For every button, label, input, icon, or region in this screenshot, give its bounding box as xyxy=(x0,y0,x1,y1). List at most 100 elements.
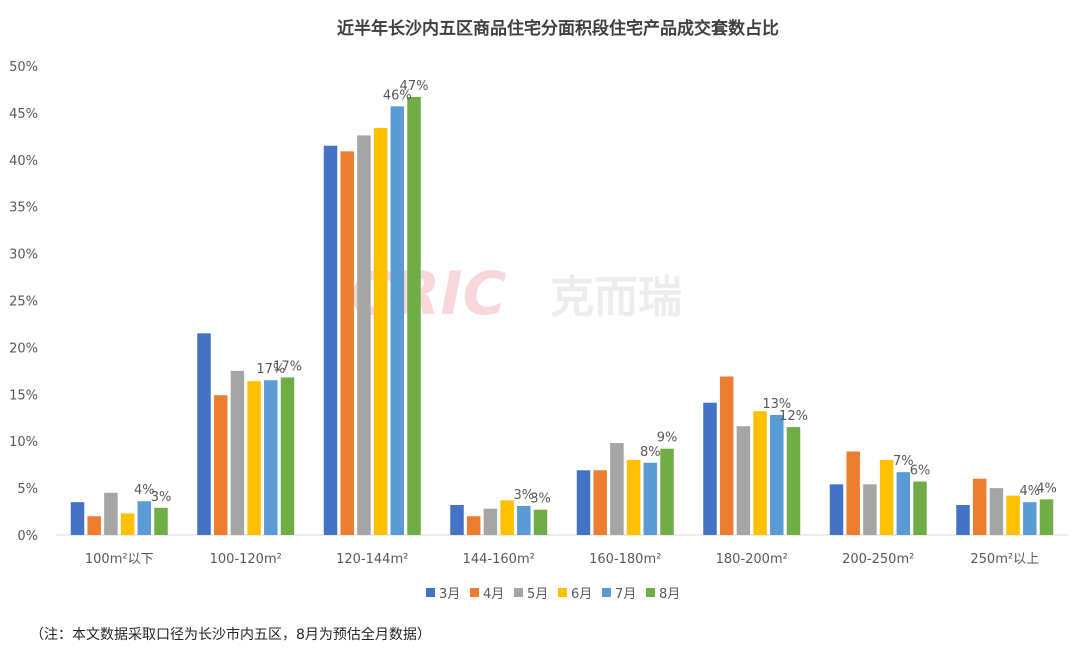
bar xyxy=(120,513,135,535)
bar xyxy=(829,484,844,535)
bar xyxy=(466,516,481,535)
y-axis: 0% 5% 10% 15% 20% 25% 30% 35% 40% 45% 50% xyxy=(9,60,38,544)
x-tick-label: 180-200m² xyxy=(716,552,788,567)
bar xyxy=(373,127,388,536)
data-label: 13% xyxy=(762,397,791,412)
bar xyxy=(407,96,421,535)
x-axis: 100m²以下 100-120m² 120-144m² 144-160m² 160-18… xyxy=(56,534,1068,567)
bar xyxy=(972,478,987,535)
bar xyxy=(500,500,514,535)
bar xyxy=(533,509,548,535)
bar xyxy=(70,502,85,535)
legend-label: 3月 xyxy=(439,587,460,602)
legend-label: 8月 xyxy=(659,587,680,602)
bar xyxy=(483,508,498,535)
bar xyxy=(517,505,531,535)
footnote: （注：本文数据采取口径为长沙市内五区，8月为预估全月数据） xyxy=(30,627,431,643)
bars-group xyxy=(70,96,1054,536)
x-tick-label: 100m²以下 xyxy=(85,552,154,567)
data-labels-group: 4%3%17%17%46%47%3%3%8%9%13%12%7%6%4%4% xyxy=(134,79,1057,507)
data-label: 8% xyxy=(640,445,661,460)
data-label: 46% xyxy=(383,88,412,103)
x-tick-label: 100-120m² xyxy=(210,552,282,567)
bar xyxy=(104,492,118,535)
y-tick-label: 10% xyxy=(9,435,38,450)
bar xyxy=(230,370,245,535)
bar xyxy=(1039,499,1054,535)
data-label: 47% xyxy=(400,79,429,94)
bar xyxy=(626,459,641,535)
bar xyxy=(87,516,101,535)
legend-label: 7月 xyxy=(615,587,636,602)
bar xyxy=(913,481,927,535)
bar xyxy=(703,402,717,535)
x-tick-label: 200-250m² xyxy=(842,552,914,567)
legend-swatch xyxy=(426,588,435,597)
bar xyxy=(896,472,911,535)
y-tick-label: 5% xyxy=(17,482,38,497)
data-label: 6% xyxy=(910,464,931,479)
data-label: 12% xyxy=(779,409,808,424)
bar xyxy=(610,443,624,535)
legend-swatch xyxy=(470,588,479,597)
bar xyxy=(450,504,464,535)
bar xyxy=(197,333,211,535)
y-tick-label: 50% xyxy=(9,60,38,75)
bar xyxy=(213,395,228,535)
bar xyxy=(137,501,152,535)
x-tick-label: 160-180m² xyxy=(589,552,661,567)
data-label: 3% xyxy=(530,492,551,507)
legend-label: 5月 xyxy=(527,587,548,602)
bar xyxy=(357,135,371,536)
legend: 3月 4月 5月 6月 7月 8月 xyxy=(426,587,680,602)
legend-swatch xyxy=(646,588,655,597)
y-tick-label: 35% xyxy=(9,201,38,216)
x-tick-label: 120-144m² xyxy=(336,552,408,567)
data-label: 17% xyxy=(256,362,285,377)
data-label: 4% xyxy=(134,483,155,498)
y-tick-label: 0% xyxy=(17,529,38,544)
bar xyxy=(264,380,278,535)
bar xyxy=(989,488,1004,535)
bar xyxy=(576,470,591,535)
bar xyxy=(660,448,674,535)
bar xyxy=(593,470,607,535)
bar xyxy=(753,411,767,535)
data-label: 9% xyxy=(657,431,678,446)
bar xyxy=(719,376,734,535)
y-tick-label: 45% xyxy=(9,107,38,122)
y-tick-label: 15% xyxy=(9,388,38,403)
bar xyxy=(323,145,338,536)
legend-swatch xyxy=(558,588,567,597)
legend-swatch xyxy=(514,588,523,597)
legend-swatch xyxy=(602,588,611,597)
y-tick-label: 25% xyxy=(9,295,38,310)
data-label: 7% xyxy=(893,454,914,469)
bar xyxy=(340,151,354,535)
data-label: 4% xyxy=(1036,481,1057,496)
chart-title: 近半年长沙内五区商品住宅分面积段住宅产品成交套数占比 xyxy=(337,18,779,39)
bar xyxy=(863,484,877,535)
data-label: 17% xyxy=(273,359,302,374)
x-tick-label: 144-160m² xyxy=(463,552,535,567)
bar xyxy=(956,504,970,535)
bar xyxy=(846,451,860,535)
bar xyxy=(247,381,261,535)
bar xyxy=(1023,502,1037,535)
watermark-logo: CRIC xyxy=(350,259,507,329)
data-label: 3% xyxy=(513,488,534,503)
x-tick-label: 250m²以上 xyxy=(970,552,1039,567)
legend-label: 6月 xyxy=(571,587,592,602)
bar xyxy=(770,414,784,535)
data-label: 4% xyxy=(1019,484,1040,499)
bar xyxy=(879,459,894,535)
bar xyxy=(643,462,658,535)
bar xyxy=(736,426,751,535)
bar xyxy=(1006,495,1020,535)
bar xyxy=(786,427,801,535)
y-tick-label: 30% xyxy=(9,248,38,263)
bar xyxy=(280,377,295,535)
y-tick-label: 20% xyxy=(9,341,38,356)
bar xyxy=(390,106,405,536)
